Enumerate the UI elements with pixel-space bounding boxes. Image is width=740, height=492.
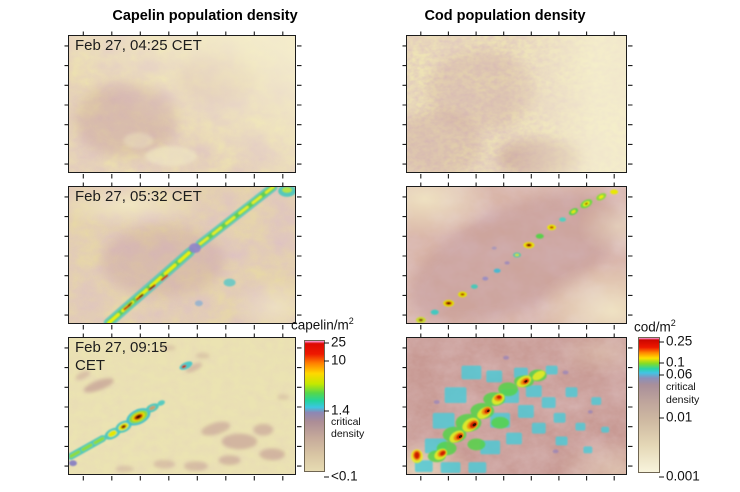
time-label: Feb 27, 09:15 CET [75,339,168,376]
time-label: Feb 27, 05:32 CET [75,188,202,205]
colorbar-cod [638,337,660,473]
colorbar-capelin-note-density: density [331,428,365,440]
colorbar-capelin [304,340,325,472]
time-label-line2: CET [75,357,105,375]
colorbar-capelin-tick-bottom: <0.1 [324,468,358,484]
density-map-art [407,36,626,172]
colorbar-capelin-title-exponent: 2 [348,316,354,326]
colorbar-capelin-tick-top: 25 [323,334,347,350]
density-map-art [69,36,295,172]
density-map-art [407,187,626,323]
heatmap-panel-cod-0915 [402,333,633,481]
colorbar-cod-title: cod/m2 [634,318,676,335]
colorbar-cod-note-critical: critical [666,381,696,393]
colorbar-cod-tick-critical: 0.06 [658,366,693,382]
heatmap-panel-cod-0425 [402,31,633,179]
colorbar-capelin-note-critical: critical [331,416,361,428]
density-map-art [407,338,626,474]
colorbar-cod-tick-upper: 0.1 [659,354,685,370]
colorbar-capelin-title-text: capelin/m [291,317,349,333]
colorbar-capelin-tick-critical: 1.4 [324,402,350,418]
colorbar-cod-title-text: cod/m [634,319,671,335]
column-title-capelin: Capelin population density [112,8,298,24]
colorbar-cod-tick-mid: 0.01 [658,409,693,425]
heatmap-panel-capelin-0532: Feb 27, 05:32 CET [64,182,302,330]
heatmap-panel-cod-0532 [402,182,633,330]
heatmap-panel-capelin-0915: Feb 27, 09:15 CET [64,333,302,481]
colorbar-cod-note-density: density [666,394,700,406]
column-title-cod: Cod population density [424,8,586,24]
time-label-line1: Feb 27, 09:15 [75,339,168,356]
colorbar-cod-tick-bottom: 0.001 [659,468,700,484]
density-map-art [69,187,295,323]
colorbar-capelin-title: capelin/m2 [291,316,354,333]
colorbar-cod-title-exponent: 2 [670,318,676,328]
time-label: Feb 27, 04:25 CET [75,37,202,54]
colorbar-capelin-tick-upper: 10 [323,352,347,368]
heatmap-panel-capelin-0425: Feb 27, 04:25 CET [64,31,302,179]
colorbar-cod-tick-top: 0.25 [658,333,693,349]
